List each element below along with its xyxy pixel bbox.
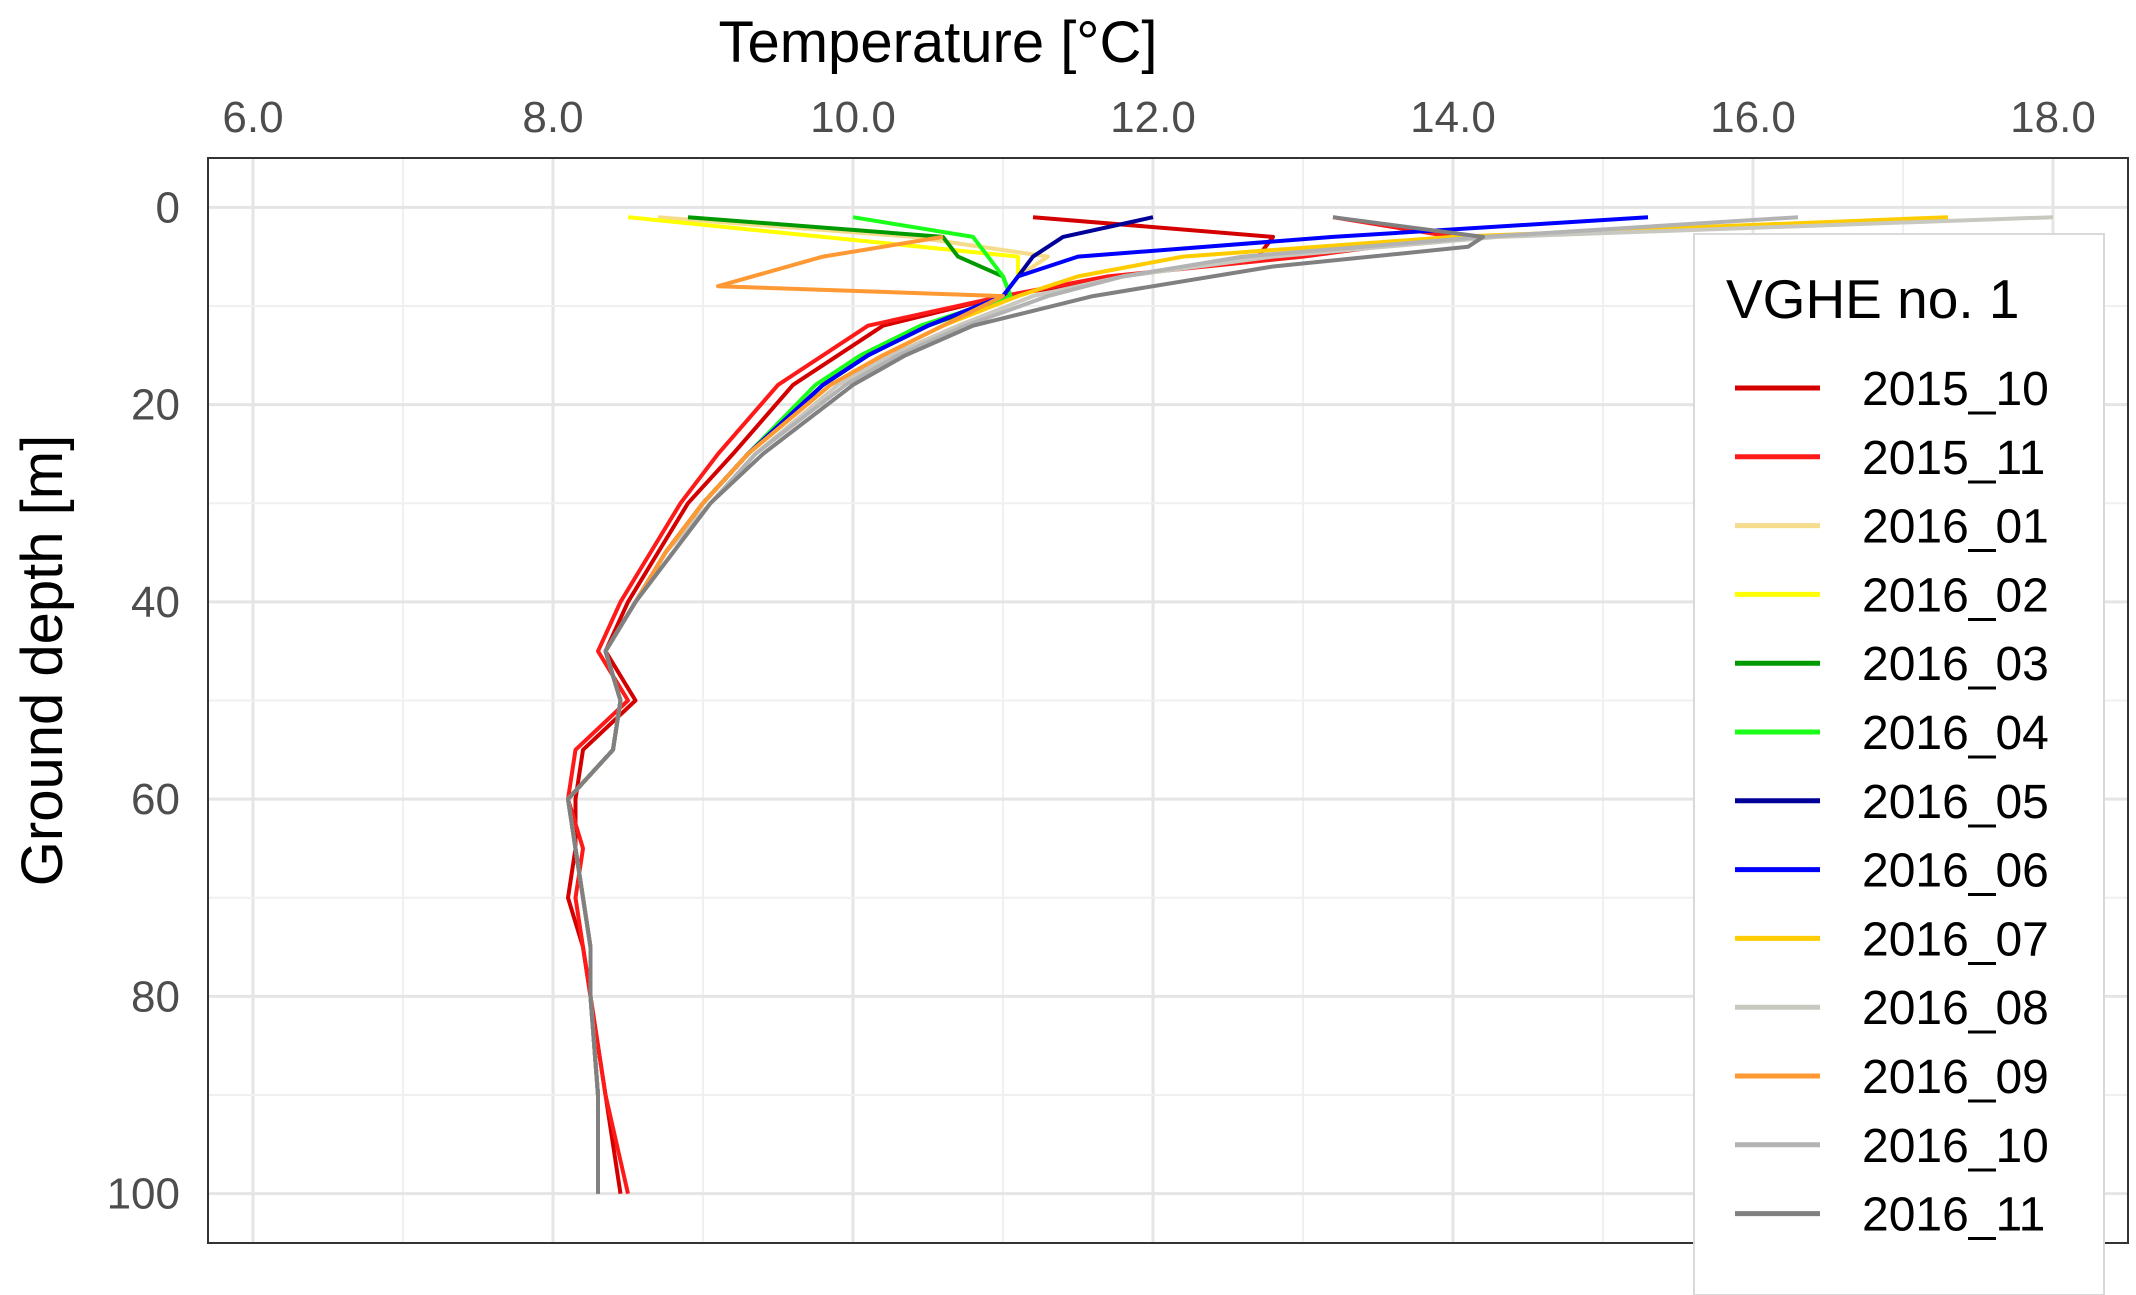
- y-tick-label: 40: [131, 578, 180, 627]
- x-tick-label: 18.0: [2010, 93, 2096, 142]
- series-line-2016_03: [566, 215, 1013, 1194]
- series-line-2016_10: [566, 215, 1799, 1194]
- y-tick-label: 80: [131, 972, 180, 1021]
- series-line-2015_10: [566, 215, 1275, 1195]
- y-axis-title: Ground depth [m]: [10, 435, 75, 886]
- y-tick-label: 60: [131, 775, 180, 824]
- x-tick-label: 10.0: [810, 93, 896, 142]
- legend-label-2016_02: 2016_02: [1862, 569, 2049, 622]
- legend-label-2016_07: 2016_07: [1862, 913, 2049, 966]
- legend-label-2016_08: 2016_08: [1862, 982, 2049, 1035]
- legend-title: VGHE no. 1: [1726, 268, 2019, 330]
- legend-label-2015_11: 2015_11: [1862, 432, 2045, 485]
- legend-label-2016_05: 2016_05: [1862, 776, 2049, 829]
- x-tick-label: 12.0: [1110, 93, 1196, 142]
- series-line-2016_11: [566, 215, 1485, 1194]
- panel-border: [207, 157, 2129, 1244]
- legend-label-2016_11: 2016_11: [1862, 1189, 2045, 1242]
- legend: VGHE no. 1 2015_10 2015_11 2016_01 2016_02 2…: [1693, 233, 2105, 1295]
- x-tick-labels: 6.0 8.0 10.0 12.0 14.0 16.0 18.0: [222, 93, 2095, 142]
- series-line-2016_05: [566, 215, 1154, 1194]
- y-tick-label: 100: [107, 1170, 180, 1219]
- y-tick-label: 20: [131, 381, 180, 430]
- legend-label-2016_09: 2016_09: [1862, 1051, 2049, 1104]
- legend-label-2016_10: 2016_10: [1862, 1120, 2049, 1173]
- series-line-2016_02: [566, 215, 1020, 1194]
- x-tick-label: 16.0: [1710, 93, 1796, 142]
- series-line-2016_04: [566, 215, 1013, 1194]
- x-tick-label: 14.0: [1410, 93, 1496, 142]
- legend-label-2015_10: 2015_10: [1862, 363, 2049, 416]
- series-layer: [566, 215, 2054, 1195]
- legend-label-2016_04: 2016_04: [1862, 707, 2049, 760]
- series-line-2016_06: [566, 215, 1649, 1194]
- legend-background: [1693, 233, 2105, 1295]
- legend-label-2016_03: 2016_03: [1862, 638, 2049, 691]
- legend-label-2016_01: 2016_01: [1862, 501, 2049, 554]
- x-axis-title: Temperature [°C]: [718, 10, 1157, 75]
- legend-label-2016_06: 2016_06: [1862, 845, 2049, 898]
- x-tick-label: 8.0: [522, 93, 583, 142]
- series-line-2015_11: [566, 215, 1455, 1195]
- y-tick-label: 0: [156, 183, 180, 232]
- y-tick-labels: 0 20 40 60 80 100: [107, 183, 180, 1218]
- x-tick-label: 6.0: [222, 93, 283, 142]
